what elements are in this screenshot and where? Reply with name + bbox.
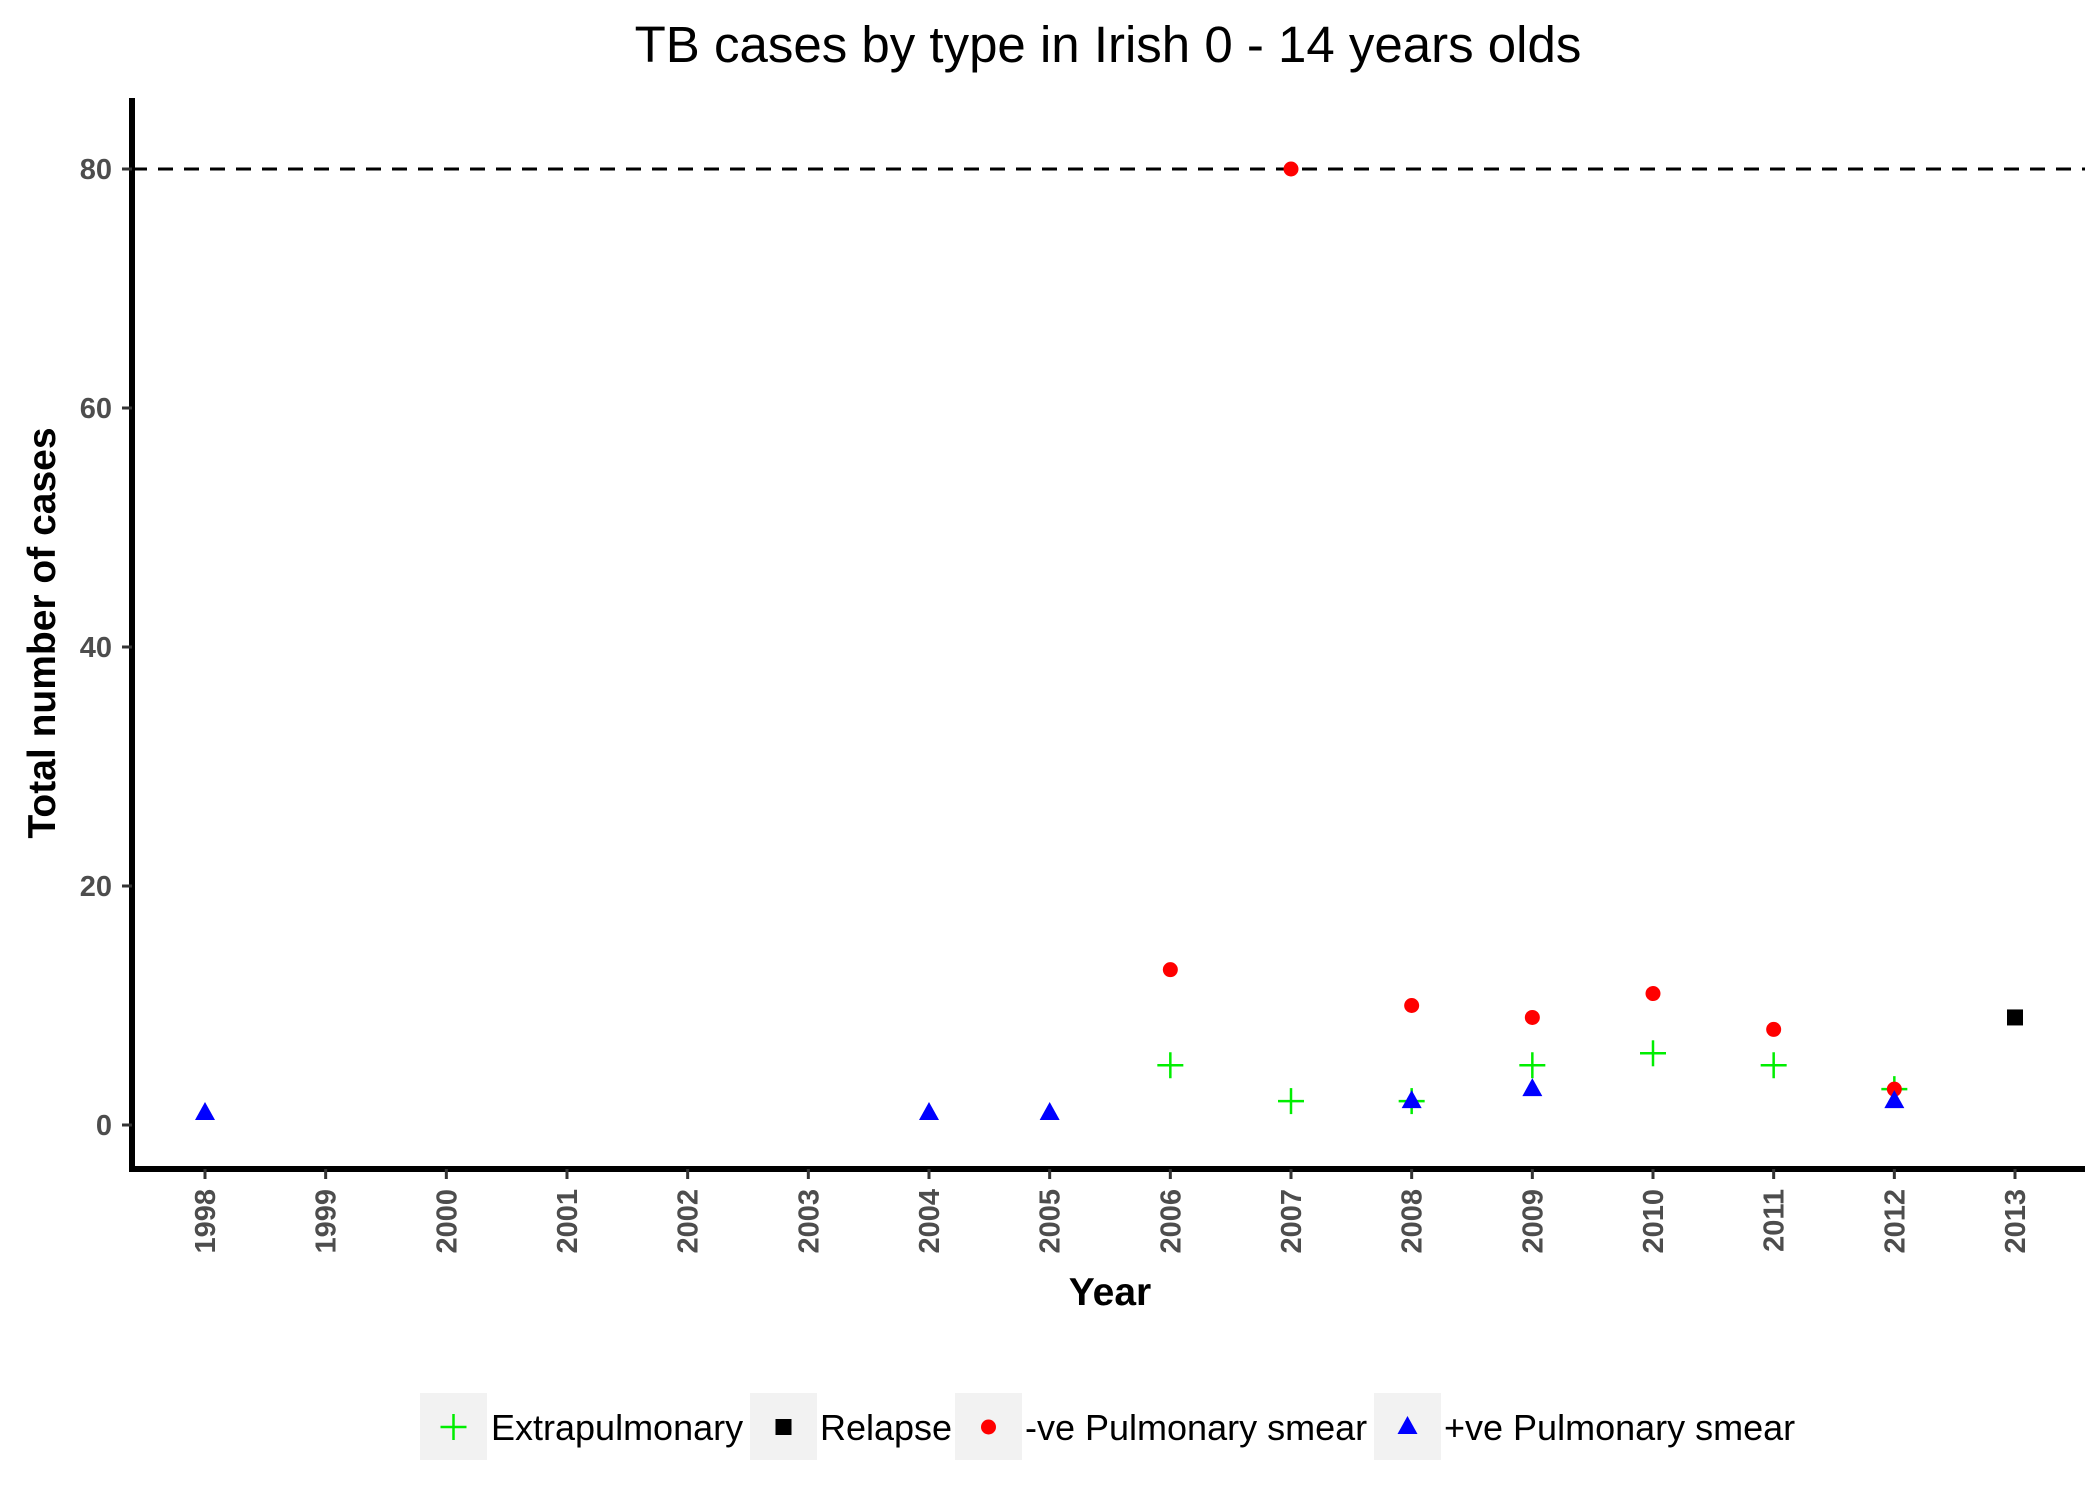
x-tick-label: 2005 — [1035, 1189, 1067, 1254]
legend-item: +ve Pulmonary smear — [1374, 1393, 1795, 1460]
legend-label: Extrapulmonary — [491, 1407, 743, 1448]
x-tick-label: 2011 — [1759, 1189, 1791, 1252]
x-tick-label: 1998 — [190, 1189, 222, 1254]
legend-label: Relapse — [820, 1407, 952, 1448]
data-point — [1157, 1052, 1184, 1079]
data-point — [1522, 1078, 1543, 1097]
x-tick-label: 2006 — [1155, 1189, 1187, 1254]
legend-item: -ve Pulmonary smear — [955, 1393, 1367, 1460]
series-2 — [1162, 161, 1902, 1097]
x-axis-title: Year — [1069, 1271, 1151, 1314]
y-tick-label: 40 — [80, 632, 112, 664]
data-point — [195, 1102, 215, 1121]
legend-label: -ve Pulmonary smear — [1025, 1407, 1367, 1448]
y-tick-label: 20 — [80, 871, 112, 903]
data-point — [1645, 986, 1661, 1002]
y-tick-label: 60 — [80, 393, 112, 425]
axes-layer — [129, 98, 2085, 1172]
data-point — [1162, 962, 1178, 978]
x-ticks-layer: 1998 1999 2000 2001 2002 2003 2004 2005 2006 2007… — [190, 1169, 2032, 1254]
data-point — [1884, 1090, 1905, 1109]
x-tick-label: 2013 — [2000, 1189, 2032, 1254]
data-points-layer — [195, 161, 2023, 1121]
x-tick-label: 2007 — [1276, 1189, 1308, 1254]
x-tick-label: 2001 — [552, 1189, 584, 1254]
series-1 — [2007, 1009, 2023, 1026]
x-tick-label: 2002 — [673, 1189, 705, 1254]
legend-key-marker — [775, 1419, 792, 1435]
data-point — [1760, 1052, 1787, 1079]
data-point — [1404, 998, 1420, 1013]
legend-key-marker — [981, 1419, 996, 1435]
data-point — [1278, 1088, 1304, 1115]
y-axis-title: Total number of cases — [21, 427, 64, 838]
x-tick-label: 1999 — [311, 1189, 343, 1254]
y-tick-label: 80 — [80, 154, 112, 186]
series-3 — [195, 1078, 1905, 1121]
legend-label: +ve Pulmonary smear — [1444, 1407, 1795, 1448]
chart-title: TB cases by type in Irish 0 - 14 years o… — [635, 16, 1582, 73]
legend: Extrapulmonary Relapse -ve Pulmonary smear… — [420, 1393, 1795, 1460]
data-point — [1640, 1040, 1666, 1067]
data-point — [1524, 1009, 1540, 1025]
x-tick-label: 2003 — [793, 1189, 825, 1254]
y-ticks-layer: 0 20 40 60 80 — [80, 154, 132, 1142]
legend-item: Relapse — [750, 1393, 952, 1460]
data-point — [1766, 1021, 1782, 1037]
data-point — [1039, 1102, 1060, 1121]
series-0 — [1157, 1040, 1908, 1115]
x-tick-label: 2010 — [1638, 1189, 1670, 1254]
x-tick-label: 2008 — [1397, 1189, 1429, 1254]
data-point — [1401, 1090, 1422, 1109]
x-tick-label: 2004 — [914, 1189, 946, 1254]
data-point — [2007, 1009, 2023, 1026]
data-point — [919, 1102, 939, 1121]
data-point — [1886, 1081, 1902, 1097]
x-tick-label: 2012 — [1879, 1189, 1911, 1254]
data-point — [1283, 161, 1299, 177]
legend-key-marker — [440, 1414, 467, 1440]
y-tick-label: 0 — [96, 1110, 112, 1142]
legend-item: Extrapulmonary — [420, 1393, 743, 1460]
x-tick-label: 2000 — [431, 1189, 463, 1254]
legend-key-marker — [1397, 1416, 1418, 1434]
data-point — [1519, 1052, 1546, 1079]
x-tick-label: 2009 — [1517, 1189, 1549, 1254]
